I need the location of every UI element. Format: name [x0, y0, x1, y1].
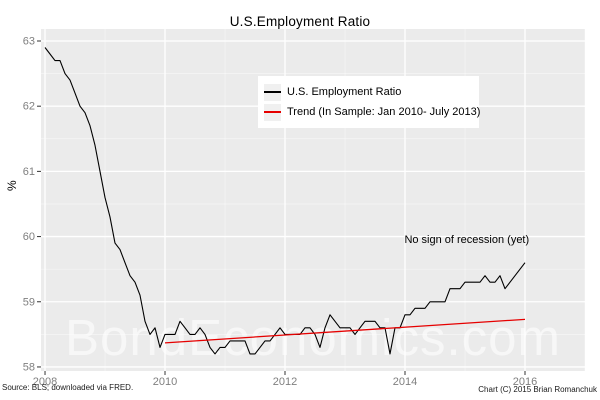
y-tick-label: 59: [23, 296, 35, 308]
copyright-note: Chart (C) 2015 Brian Romanchuk: [478, 385, 597, 394]
legend: U.S. Employment Ratio Trend (In Sample: …: [258, 76, 481, 128]
chart-title: U.S.Employment Ratio: [229, 14, 371, 29]
black-line-sample-icon: [264, 91, 281, 93]
source-note: Source: BLS; downloaded via FRED.: [2, 383, 134, 392]
legend-key-box: [264, 103, 281, 121]
y-tick-label: 62: [23, 101, 35, 113]
legend-key-box: [264, 83, 281, 101]
y-tick-label: 61: [23, 166, 35, 178]
y-tick-label: 60: [23, 231, 35, 243]
red-line-sample-icon: [264, 111, 281, 113]
x-tick-label: 2014: [393, 376, 417, 388]
trend-line: [164, 318, 526, 344]
annotation-no-recession: No sign of recession (yet): [404, 233, 530, 246]
legend-label-trend: Trend (In Sample: Jan 2010- July 2013): [287, 106, 481, 118]
legend-item-employment-ratio: U.S. Employment Ratio: [264, 83, 479, 102]
legend-label-employment-ratio: U.S. Employment Ratio: [287, 86, 402, 98]
y-axis-title: %: [5, 180, 19, 191]
legend-item-trend: Trend (In Sample: Jan 2010- July 2013): [264, 103, 481, 122]
x-tick-label: 2010: [153, 376, 177, 388]
watermark: BondEconomics.com: [65, 309, 561, 366]
y-tick-label: 63: [23, 35, 35, 47]
y-tick-label: 58: [23, 361, 35, 373]
x-tick-label: 2016: [513, 376, 537, 388]
x-tick-label: 2012: [273, 376, 297, 388]
x-tick-label: 2008: [33, 376, 57, 388]
